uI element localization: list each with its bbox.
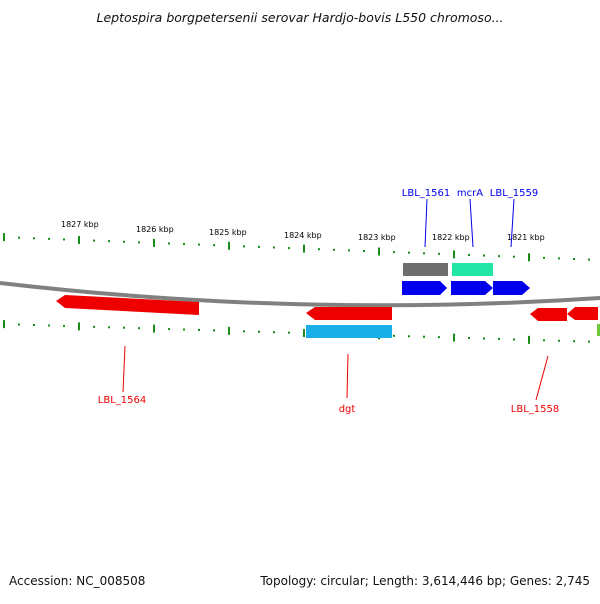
gene-label-LBL_1559[interactable]: LBL_1559 xyxy=(490,188,538,199)
gene-label-line xyxy=(122,345,126,393)
gray-feature-box[interactable] xyxy=(403,263,448,276)
genome-summary-text: Topology: circular; Length: 3,614,446 bp… xyxy=(260,574,590,588)
forward-cds-arrow[interactable] xyxy=(493,281,530,295)
reverse-cds-arrow[interactable] xyxy=(530,308,567,321)
reverse-cds-arrow[interactable] xyxy=(567,307,598,320)
teal-feature-box[interactable] xyxy=(452,263,493,276)
scale-label: 1824 kbp xyxy=(284,231,322,240)
scale-label: 1826 kbp xyxy=(136,225,174,234)
scale-label: 1825 kbp xyxy=(209,228,247,237)
gene-label-line xyxy=(346,353,349,399)
gene-label-line xyxy=(469,198,474,248)
reverse-cds-arrow[interactable] xyxy=(306,307,392,320)
gene-label-LBL_1558[interactable]: LBL_1558 xyxy=(511,404,559,415)
forward-cds-arrow[interactable] xyxy=(402,281,447,295)
gene-label-LBL_1561[interactable]: LBL_1561 xyxy=(402,188,450,199)
gene-label-mcrA[interactable]: mcrA xyxy=(457,188,483,199)
scale-ticks-bottom xyxy=(3,320,590,344)
gene-label-dgt[interactable]: dgt xyxy=(339,404,356,415)
forward-cds-arrow[interactable] xyxy=(451,281,493,295)
scale-label: 1827 kbp xyxy=(61,220,99,229)
scale-label: 1823 kbp xyxy=(358,233,396,242)
accession-text: Accession: NC_008508 xyxy=(9,574,146,588)
chromosome-backbone xyxy=(0,281,600,308)
cyan-feature-box[interactable] xyxy=(306,325,392,338)
gene-label-line xyxy=(535,355,549,401)
gene-label-LBL_1564[interactable]: LBL_1564 xyxy=(98,395,146,406)
gene-label-line xyxy=(510,198,515,248)
reverse-cds-arrow[interactable] xyxy=(56,295,199,315)
gene-label-line xyxy=(424,198,428,248)
map-title: Leptospira borgpetersenii serovar Hardjo… xyxy=(96,10,504,25)
scale-labels: 1827 kbp 1826 kbp 1825 kbp 1824 kbp 1823… xyxy=(61,220,545,242)
scale-label: 1822 kbp xyxy=(432,233,470,242)
scale-label: 1821 kbp xyxy=(507,233,545,242)
feature-edge-marker xyxy=(597,324,600,336)
scale-ticks-top xyxy=(3,233,590,262)
